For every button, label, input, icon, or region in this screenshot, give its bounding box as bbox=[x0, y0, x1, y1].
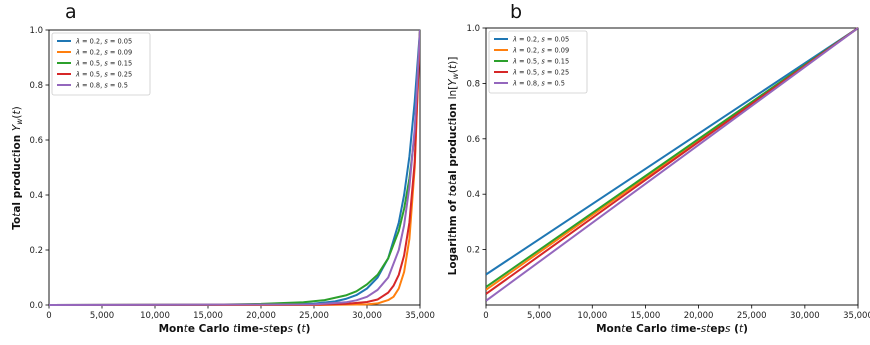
legend-entry-5: λ = 0.8, s = 0.5 bbox=[512, 79, 565, 87]
x-tick-label: 35,000 bbox=[843, 311, 870, 321]
x-tick-label: 20,000 bbox=[246, 311, 276, 321]
y-tick-label: 0.6 bbox=[466, 135, 480, 145]
y-tick-label: 0.2 bbox=[466, 246, 480, 256]
panel-b: b 0 5,000 10,000 15,000 20,000 25,000 30,000 35,… bbox=[447, 1, 870, 335]
y-axis-title: Logarithm of total production ln[Yw(t)] bbox=[447, 57, 460, 276]
legend: λ = 0.2, s = 0.05 λ = 0.2, s = 0.09 λ = 0.… bbox=[51, 32, 151, 96]
legend-entry-3: λ = 0.5, s = 0.15 bbox=[75, 59, 132, 67]
legend-box bbox=[51, 32, 151, 96]
y-tick-label: 1.0 bbox=[466, 24, 480, 34]
y-tick-label: 0.4 bbox=[29, 191, 43, 201]
x-tick-label: 10,000 bbox=[577, 311, 607, 321]
x-tick-label: 5,000 bbox=[527, 311, 551, 321]
plot-frame bbox=[485, 27, 859, 306]
x-axis-title: Monte Carlo time-steps (t) bbox=[159, 323, 311, 335]
series-line-3 bbox=[49, 29, 420, 306]
x-tick-label: 5,000 bbox=[90, 311, 114, 321]
panel-a: a 0 5,000 10,000 15,000 20,000 25,000 30,000 35,… bbox=[11, 1, 435, 335]
y-tick-label: 0.0 bbox=[29, 301, 43, 311]
x-tick-label: 0 bbox=[483, 311, 488, 321]
series-line-2 bbox=[49, 29, 420, 306]
series-lines bbox=[49, 29, 420, 306]
panel-letter: a bbox=[65, 1, 77, 23]
legend-entry-3: λ = 0.5, s = 0.15 bbox=[512, 57, 569, 65]
legend-entry-2: λ = 0.2, s = 0.09 bbox=[75, 48, 132, 56]
x-tick-label: 20,000 bbox=[684, 311, 714, 321]
x-tick-label: 15,000 bbox=[631, 311, 661, 321]
x-tick-label: 25,000 bbox=[737, 311, 767, 321]
y-tick-label: 1.0 bbox=[29, 26, 43, 36]
y-axis-title: Total production Yw(t) bbox=[11, 106, 24, 230]
y-tick-label: 0.4 bbox=[466, 190, 480, 200]
series-line-1 bbox=[486, 27, 858, 276]
x-tick-label: 0 bbox=[46, 311, 51, 321]
series-line-4 bbox=[49, 29, 420, 306]
y-tick-label: 0.8 bbox=[466, 79, 480, 89]
legend: λ = 0.2, s = 0.05 λ = 0.2, s = 0.09 λ = 0.… bbox=[488, 30, 588, 94]
legend-entry-5: λ = 0.8, s = 0.5 bbox=[75, 81, 128, 89]
y-tick-label: 0.8 bbox=[29, 81, 43, 91]
legend-entry-1: λ = 0.2, s = 0.05 bbox=[75, 37, 132, 45]
y-tick-label: 0.6 bbox=[29, 136, 43, 146]
panel-letter: b bbox=[510, 1, 522, 23]
legend-entry-1: λ = 0.2, s = 0.05 bbox=[512, 35, 569, 43]
legend-entry-2: λ = 0.2, s = 0.09 bbox=[512, 46, 569, 54]
x-tick-label: 30,000 bbox=[790, 311, 820, 321]
x-tick-label: 35,000 bbox=[405, 311, 435, 321]
x-tick-label: 15,000 bbox=[193, 311, 223, 321]
series-line-5 bbox=[486, 27, 858, 302]
x-tick-label: 10,000 bbox=[140, 311, 170, 321]
series-line-5 bbox=[49, 29, 420, 306]
legend-entry-4: λ = 0.5, s = 0.25 bbox=[512, 68, 569, 76]
x-axis-title: Monte Carlo time-steps (t) bbox=[596, 323, 748, 335]
legend-entry-4: λ = 0.5, s = 0.25 bbox=[75, 70, 132, 78]
legend-box bbox=[488, 30, 588, 94]
x-tick-label: 25,000 bbox=[299, 311, 329, 321]
series-lines bbox=[486, 27, 858, 302]
x-tick-label: 30,000 bbox=[352, 311, 382, 321]
y-tick-label: 0.2 bbox=[29, 246, 43, 256]
